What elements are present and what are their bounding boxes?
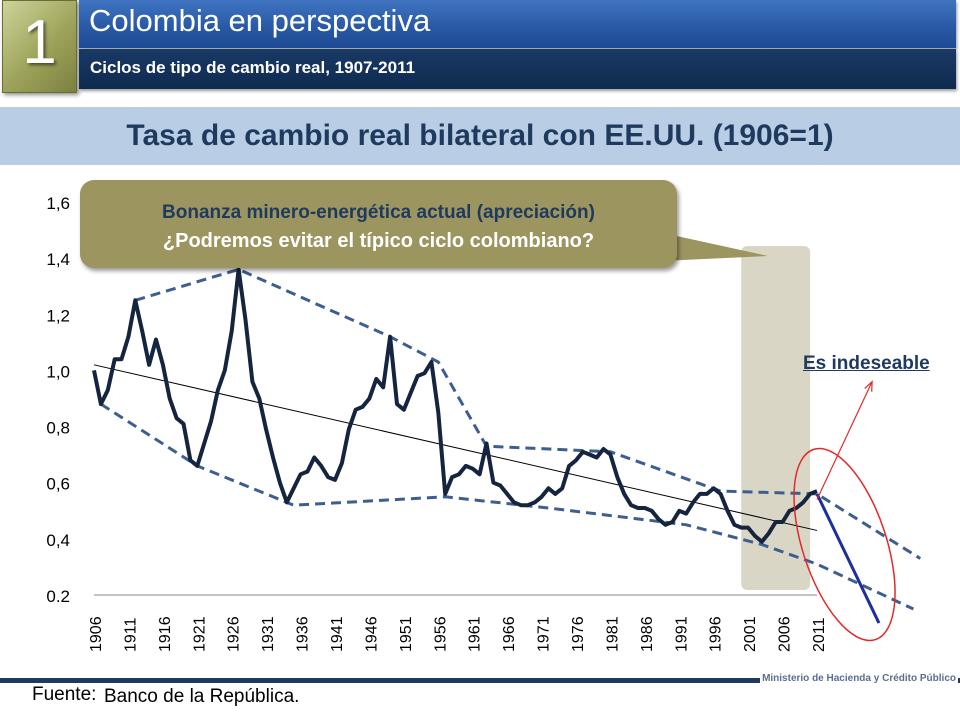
x-tick-label: 1951 — [398, 616, 415, 652]
x-tick-label: 1921 — [191, 616, 208, 652]
x-tick-label: 1931 — [260, 616, 277, 652]
arrow-line — [816, 381, 873, 500]
x-tick-label: 2011 — [811, 617, 828, 652]
y-tick-label: 0,4 — [46, 531, 70, 550]
y-tick-label: 0,8 — [46, 419, 70, 438]
callout-body — [80, 180, 677, 268]
y-tick-label: 1,2 — [46, 306, 70, 325]
section-number: 1 — [22, 8, 57, 77]
x-tick-label: 1981 — [604, 616, 621, 652]
y-tick-label: 1,0 — [46, 362, 70, 381]
ministry-logo-text: Ministerio de Hacienda y Crédito Público — [760, 673, 958, 684]
x-tick-label: 1941 — [329, 616, 346, 652]
chart-title-band: Tasa de cambio real bilateral con EE.UU.… — [0, 107, 960, 165]
x-tick-label: 2001 — [742, 616, 759, 652]
x-tick-label: 1926 — [226, 616, 243, 652]
source-label: Fuente: — [32, 684, 97, 705]
highlight-band — [741, 246, 811, 590]
envelope-line — [100, 402, 915, 611]
y-tick-label: 1,6 — [46, 194, 70, 213]
x-tick-label: 1946 — [363, 616, 380, 652]
x-tick-label: 1996 — [708, 616, 725, 652]
x-tick-label: 1966 — [501, 616, 518, 652]
x-tick-label: 1976 — [570, 616, 587, 652]
y-tick-label: 0.2 — [46, 587, 70, 606]
callout-line-2: ¿Podremos evitar el típico ciclo colombi… — [162, 230, 595, 252]
subtitle-bar: Ciclos de tipo de cambio real, 1907-2011 — [79, 49, 956, 89]
annotation-label: Es indeseable — [803, 353, 930, 374]
callout-box: Bonanza minero-energética actual (apreci… — [80, 180, 680, 270]
x-tick-label: 2006 — [777, 616, 794, 652]
chart-title: Tasa de cambio real bilateral con EE.UU.… — [126, 119, 834, 152]
x-tick-label: 1911 — [122, 617, 139, 652]
x-tick-label: 1936 — [295, 616, 312, 652]
callout-line-1: Bonanza minero-energética actual (apreci… — [162, 202, 595, 223]
projection-line — [815, 493, 881, 624]
footer-rule — [0, 678, 960, 683]
x-tick-label: 1961 — [467, 616, 484, 652]
x-tick-label: 1916 — [157, 616, 174, 652]
arrow-head — [864, 380, 873, 392]
source-text: Banco de la República. — [104, 686, 300, 707]
x-tick-label: 1991 — [673, 616, 690, 652]
slide-subtitle: Ciclos de tipo de cambio real, 1907-2011 — [90, 58, 416, 77]
y-tick-label: 0,6 — [46, 475, 70, 494]
section-number-badge: 1 — [2, 0, 77, 93]
x-tick-label: 1971 — [536, 616, 553, 652]
y-tick-label: 1,4 — [46, 250, 70, 269]
trend-line — [93, 364, 818, 531]
slide-title: Colombia en perspectiva — [89, 3, 431, 38]
series-line — [92, 267, 818, 544]
highlight-ellipse — [793, 447, 896, 642]
x-tick-label: 1986 — [639, 616, 656, 652]
title-bar: Colombia en perspectiva — [79, 0, 956, 48]
x-tick-label: 1906 — [88, 616, 105, 652]
x-tick-label: 1956 — [432, 616, 449, 652]
